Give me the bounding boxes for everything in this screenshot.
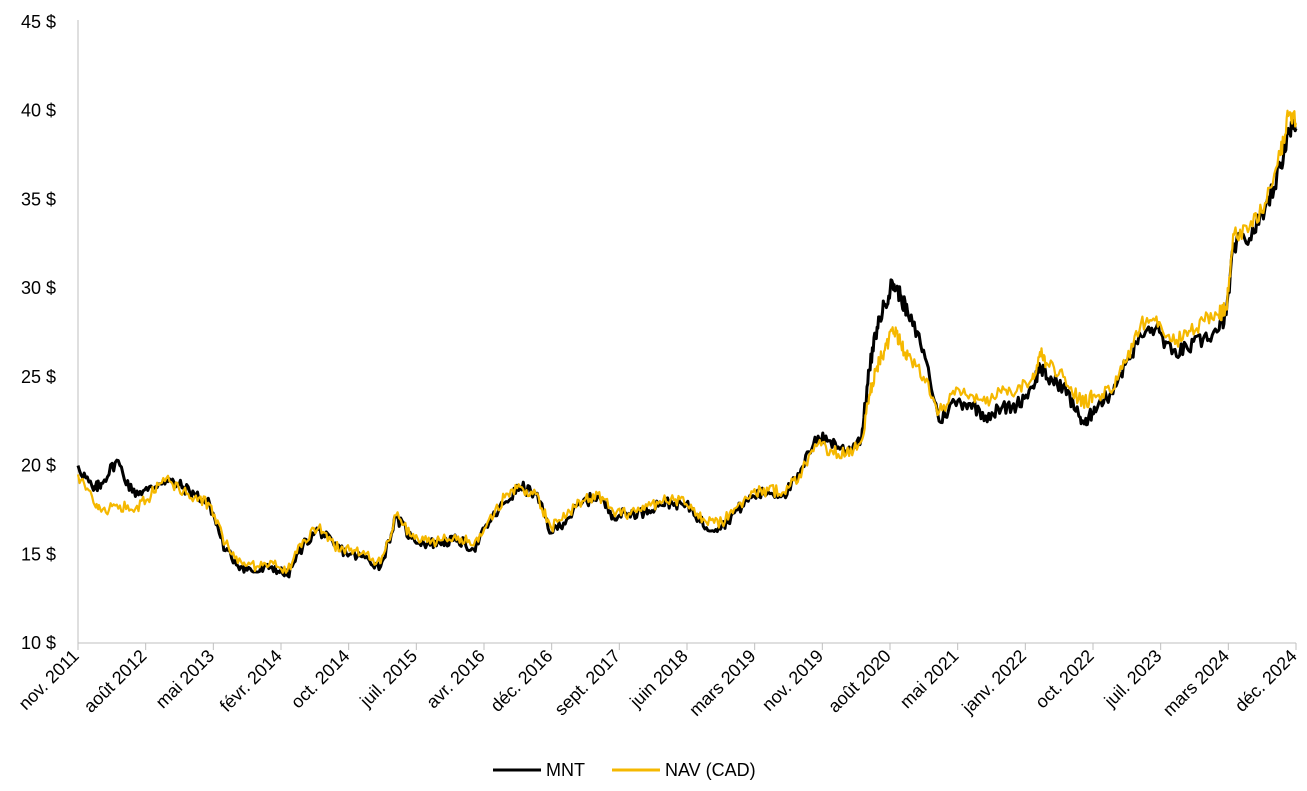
- x-tick-label: févr. 2014: [216, 646, 286, 716]
- x-tick-label: avr. 2016: [422, 646, 489, 713]
- plot-area: [76, 109, 1298, 579]
- x-tick-label: mars 2019: [685, 646, 759, 720]
- x-tick-label: déc. 2024: [1231, 646, 1301, 716]
- y-tick-label: 35 $: [21, 189, 56, 209]
- x-tick-label: oct. 2022: [1031, 646, 1098, 713]
- x-tick-label: mars 2024: [1159, 646, 1233, 720]
- y-tick-label: 40 $: [21, 101, 56, 121]
- x-tick-label: mai 2013: [152, 646, 219, 713]
- x-tick-label: août 2020: [824, 646, 895, 717]
- y-tick-label: 45 $: [21, 12, 56, 32]
- x-tick-label: nov. 2011: [15, 646, 83, 714]
- y-tick-label: 25 $: [21, 367, 56, 387]
- legend: MNT NAV (CAD): [493, 760, 756, 780]
- y-tick-label: 20 $: [21, 456, 56, 476]
- x-tick-label: sept. 2017: [551, 646, 625, 720]
- y-tick-label: 10 $: [21, 633, 56, 653]
- x-tick-label: nov. 2019: [758, 646, 827, 715]
- legend-label: NAV (CAD): [665, 760, 756, 780]
- series-line-mnt: [76, 118, 1298, 579]
- x-tick-label: déc. 2016: [486, 646, 556, 716]
- x-tick-label: juil. 2023: [1100, 646, 1166, 712]
- legend-label: MNT: [546, 760, 585, 780]
- x-tick-label: mai 2021: [896, 646, 963, 713]
- y-axis: 10 $ 15 $ 20 $ 25 $ 30 $ 35 $ 40 $ 45 $: [21, 12, 79, 653]
- y-tick-label: 30 $: [21, 278, 56, 298]
- x-tick-label: janv. 2022: [958, 646, 1031, 719]
- y-tick-label: 15 $: [21, 544, 56, 564]
- series-line-nav-cad: [76, 109, 1298, 574]
- x-tick-label: juil. 2015: [355, 646, 421, 712]
- x-tick-label: oct. 2014: [287, 646, 354, 713]
- x-tick-label: août 2012: [80, 646, 151, 717]
- x-tick-label: juin 2018: [625, 646, 692, 713]
